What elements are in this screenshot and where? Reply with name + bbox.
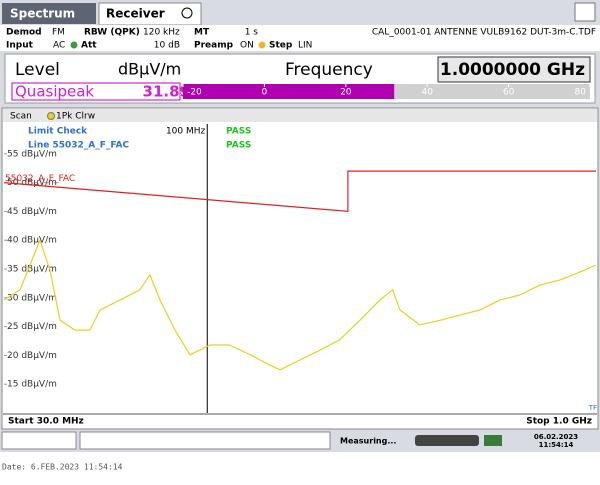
limit-line-label: Line 55032_A_F_FAC (28, 141, 129, 151)
close-icon[interactable] (181, 7, 193, 19)
led (258, 41, 266, 49)
info-label: RBW (QPK) (84, 28, 140, 38)
limit-check: Limit Check (28, 127, 88, 137)
info-label: Step (269, 41, 293, 51)
transducer: CAL_0001-01 ANTENNE VULB9162 DUT-3m-C.TD… (372, 28, 596, 38)
meter-tick-label: -20 (187, 88, 202, 98)
info-label: MT (194, 28, 210, 38)
frequency-value[interactable]: 1.0000000 GHz (440, 60, 585, 80)
y-tick-label: 35 dBµV/m (7, 265, 57, 275)
scan-bar (3, 109, 597, 122)
y-tick-label: 30 dBµV/m (7, 293, 57, 303)
level-value: 31.89 (143, 83, 190, 101)
status-icon (484, 435, 502, 446)
frequency-box[interactable] (437, 56, 591, 83)
info-value: 120 kHz (143, 28, 180, 38)
level-unit: dBµV/m (118, 60, 181, 79)
info-value: LIN (298, 41, 312, 51)
limit-line-name: 55032_A_F_FAC (5, 174, 75, 184)
plot-frame (1, 107, 599, 430)
meter-tick-label: 60 (503, 88, 515, 98)
y-tick-label: 50 dBµV/m (7, 178, 57, 188)
limit-line-result: PASS (226, 141, 251, 151)
y-tick-label: 40 dBµV/m (7, 236, 57, 246)
info-value: ON (240, 41, 254, 51)
info-panel (0, 25, 600, 51)
progress (415, 435, 479, 446)
footer: Date: 6.FEB.2023 11:54:14 (2, 463, 123, 472)
meter-tick-label: 40 (421, 88, 433, 98)
meter-tick-label: 80 (575, 88, 587, 98)
marker-label: 100 MHz (166, 127, 206, 137)
status-date: 06.02.2023 (534, 433, 578, 441)
corner-label: TF (588, 404, 597, 412)
status-field (1, 431, 77, 450)
series-line (3, 170, 596, 213)
y-tick-label: 55 dBµV/m (7, 149, 57, 159)
plot: 55 dBµV/m 50 dBµV/m 45 dBµV/m 40 dBµV/m 35 d… (3, 124, 597, 413)
info-value: 10 dB (154, 41, 180, 51)
tab[interactable] (2, 3, 96, 24)
y-tick-label: 15 dBµV/m (7, 380, 57, 390)
info-value: AC (53, 41, 65, 51)
led (70, 41, 78, 49)
meter: -20 0 20 40 60 80 (182, 84, 591, 99)
x-start: Start 30.0 MHz (8, 417, 84, 427)
detector-box (11, 82, 181, 101)
meter-tick-label: 0 (262, 88, 268, 98)
menu-icon[interactable] (574, 2, 596, 22)
scan-label: Scan (10, 112, 32, 122)
x-stop: Stop 1.0 GHz (526, 417, 592, 427)
y-tick-label: 25 dBµV/m (7, 322, 57, 332)
info-value: FM (52, 28, 65, 38)
tab-label[interactable]: Receiver (106, 7, 165, 21)
detector: Quasipeak (15, 83, 94, 101)
tab-label[interactable]: Spectrum (10, 7, 75, 21)
y-tick-label: 20 dBµV/m (7, 351, 57, 361)
series-line (3, 238, 597, 371)
info-label: Preamp (194, 41, 234, 51)
legend-entry: 1Pk Clrw (56, 112, 95, 122)
level-label: Level (15, 60, 60, 80)
legend-dot (47, 112, 55, 120)
status-field (79, 431, 331, 450)
status-text: Measuring... (340, 437, 396, 446)
info-value: 1 s (245, 28, 259, 38)
meter-tick-label: 20 (340, 88, 352, 98)
info-label: Demod (6, 28, 42, 38)
status-time: 11:54:14 (539, 441, 574, 449)
frequency-label: Frequency (285, 60, 373, 80)
info-label: Att (81, 41, 97, 51)
y-tick-label: 45 dBµV/m (7, 207, 57, 217)
limit-check-result: PASS (226, 127, 251, 137)
info-label: Input (6, 41, 34, 51)
meter-bar (183, 84, 395, 99)
